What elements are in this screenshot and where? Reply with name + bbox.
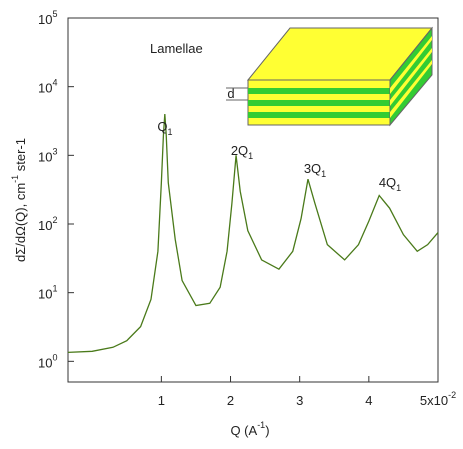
x-axis-label-end: ) (265, 423, 269, 438)
x-tick-label-text: 4 (365, 393, 372, 408)
annotation-text: Lamellae (150, 41, 203, 56)
x-tick-label: 4 (365, 393, 372, 408)
x-tick-label-text: 1 (158, 393, 165, 408)
annotation-sub: 1 (248, 151, 253, 161)
annotation-sub: 1 (396, 183, 401, 193)
annotation-sub: 1 (321, 169, 326, 179)
y-tick-label: 104 (38, 78, 57, 96)
annotation: 2Q1 (231, 143, 253, 161)
annotation-text: d (227, 86, 234, 101)
y-axis-label-text: dΣ/dΩ(Q), cm (13, 183, 28, 262)
lamellae-inset (226, 26, 434, 127)
y-tick-label: 101 (38, 284, 57, 302)
x-axis-label-text: Q (A (230, 423, 257, 438)
x-axis-label-exp: -1 (257, 420, 265, 430)
annotation-text: 4Q (379, 175, 396, 190)
annotation-text: 3Q (304, 161, 321, 176)
x-tick-label-text: 3 (296, 393, 303, 408)
y-axis-label-end: ster-1 (13, 138, 28, 175)
y-tick-label-text: 10 (38, 81, 52, 96)
annotation: 4Q1 (379, 175, 401, 193)
y-tick-label-exp: 3 (52, 147, 57, 157)
x-tick-label-exp: -2 (448, 390, 456, 400)
y-tick-label-text: 10 (38, 356, 52, 371)
y-tick-label-exp: 5 (52, 9, 57, 19)
x-tick-label: 5x10-2 (420, 390, 456, 408)
y-tick-label-text: 10 (38, 218, 52, 233)
y-axis-label-exp: -1 (10, 175, 20, 183)
x-tick-label: 3 (296, 393, 303, 408)
annotation-text: Q (157, 119, 167, 134)
y-tick-label-exp: 2 (52, 215, 57, 225)
y-tick-label-text: 10 (38, 150, 52, 165)
x-axis-label: Q (A-1) (230, 420, 269, 438)
x-tick-label-text: 5x10 (420, 393, 448, 408)
annotation: Q1 (157, 119, 172, 137)
x-tick-label: 2 (227, 393, 234, 408)
y-tick-label-exp: 1 (52, 284, 57, 294)
y-tick-label: 100 (38, 353, 57, 371)
annotation: 3Q1 (304, 161, 326, 179)
annotation-sub: 1 (168, 127, 173, 137)
plot-frame (67, 17, 439, 383)
annotation: d (227, 86, 234, 101)
y-axis-label: dΣ/dΩ(Q), cm-1 ster-1 (10, 138, 28, 262)
annotation: Lamellae (150, 41, 203, 56)
annotation-text: 2Q (231, 143, 248, 158)
y-tick-label-exp: 4 (52, 78, 57, 88)
x-tick-label: 1 (158, 393, 165, 408)
y-tick-label-text: 10 (38, 287, 52, 302)
data-line (67, 113, 439, 354)
y-tick-label-text: 10 (38, 12, 52, 27)
x-tick-label-text: 2 (227, 393, 234, 408)
y-tick-label: 102 (38, 215, 57, 233)
y-tick-label: 105 (38, 9, 57, 27)
y-tick-label-exp: 0 (52, 353, 57, 363)
y-tick-label: 103 (38, 147, 57, 165)
